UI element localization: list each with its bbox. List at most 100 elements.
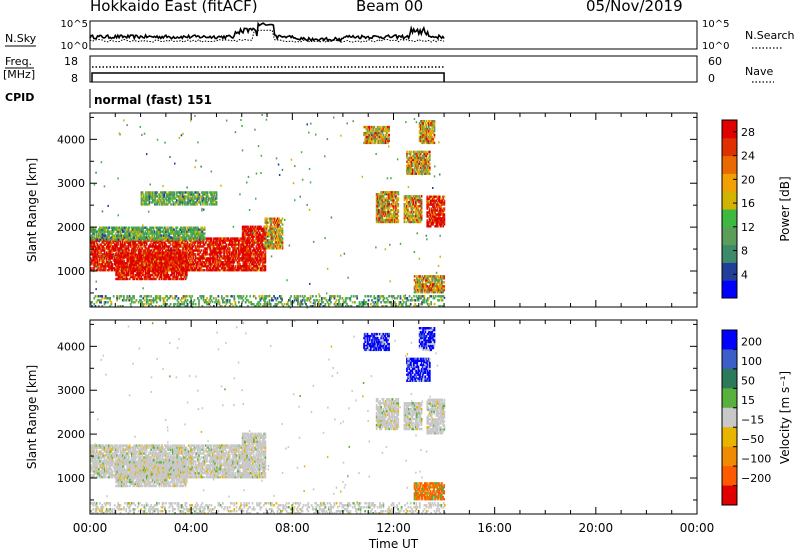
cell xyxy=(119,256,122,259)
cell xyxy=(193,236,196,239)
cell xyxy=(392,206,395,210)
cell xyxy=(263,267,266,270)
cell xyxy=(144,273,147,277)
cell xyxy=(101,253,104,256)
cell xyxy=(432,199,434,202)
cell xyxy=(387,141,389,145)
cell xyxy=(154,259,157,262)
cell xyxy=(100,228,102,231)
cell xyxy=(281,223,284,226)
cell xyxy=(202,195,204,198)
cell xyxy=(253,259,255,262)
cell xyxy=(184,273,187,277)
cell xyxy=(121,228,124,231)
cell xyxy=(428,201,431,204)
cell xyxy=(211,201,213,204)
cell xyxy=(432,223,434,226)
cell xyxy=(111,236,114,239)
cell xyxy=(370,141,372,145)
cell xyxy=(418,162,421,165)
cell xyxy=(201,265,204,268)
cell xyxy=(425,172,428,175)
cell xyxy=(117,236,120,239)
cell xyxy=(242,229,245,232)
cell xyxy=(178,230,181,233)
cell xyxy=(381,135,384,139)
cell xyxy=(266,239,269,242)
cell xyxy=(127,230,130,233)
cell xyxy=(242,235,245,238)
cell xyxy=(212,191,215,194)
cell xyxy=(117,267,120,271)
cell xyxy=(197,201,200,204)
cell xyxy=(180,201,183,204)
cell xyxy=(90,245,92,248)
cell xyxy=(146,203,149,206)
cell xyxy=(219,269,222,272)
cell xyxy=(411,201,414,204)
cell xyxy=(147,197,150,200)
cell xyxy=(422,166,424,169)
cell xyxy=(277,225,279,228)
cell xyxy=(126,266,129,269)
cell xyxy=(415,201,417,204)
cell xyxy=(386,214,388,218)
cell xyxy=(384,220,387,224)
cell xyxy=(263,257,266,260)
cell xyxy=(186,241,189,244)
cell xyxy=(103,249,106,252)
cell xyxy=(387,129,389,133)
cell xyxy=(441,217,443,220)
cell xyxy=(154,232,157,235)
cell xyxy=(256,241,259,244)
cell xyxy=(235,269,238,272)
cell xyxy=(127,267,130,271)
cell xyxy=(140,238,142,241)
cell xyxy=(204,191,207,194)
cell xyxy=(234,253,237,256)
cell xyxy=(384,127,387,131)
cell xyxy=(103,259,106,262)
cell xyxy=(260,235,262,238)
cell xyxy=(440,213,442,216)
cell xyxy=(135,234,138,237)
cell xyxy=(396,203,399,206)
cell xyxy=(241,255,244,258)
cell xyxy=(219,259,222,262)
cell xyxy=(231,243,233,246)
cell xyxy=(411,172,414,175)
cell xyxy=(159,273,162,277)
cell xyxy=(123,277,126,281)
cell xyxy=(426,223,429,226)
cell xyxy=(176,230,179,233)
cell xyxy=(242,261,245,264)
cell xyxy=(415,199,417,202)
cell xyxy=(214,199,217,202)
cell xyxy=(116,271,119,275)
cell xyxy=(115,228,117,231)
cell xyxy=(408,172,411,175)
cell xyxy=(181,262,184,265)
cell xyxy=(163,203,166,206)
cell xyxy=(93,241,96,244)
cell xyxy=(381,125,384,129)
cell xyxy=(135,271,138,275)
cell xyxy=(174,266,177,269)
cell xyxy=(118,266,121,269)
cell xyxy=(182,264,185,267)
cell xyxy=(389,193,392,196)
cell xyxy=(92,228,95,231)
cell xyxy=(115,269,118,273)
cell xyxy=(384,203,387,206)
cell xyxy=(225,237,228,240)
cell xyxy=(404,197,407,200)
cell xyxy=(136,234,139,237)
cell xyxy=(197,195,200,198)
cell xyxy=(419,154,422,158)
cell xyxy=(412,203,415,206)
cell xyxy=(388,125,390,129)
cell xyxy=(163,195,166,198)
cell xyxy=(203,257,206,260)
cell xyxy=(160,236,163,239)
cell xyxy=(171,249,174,252)
